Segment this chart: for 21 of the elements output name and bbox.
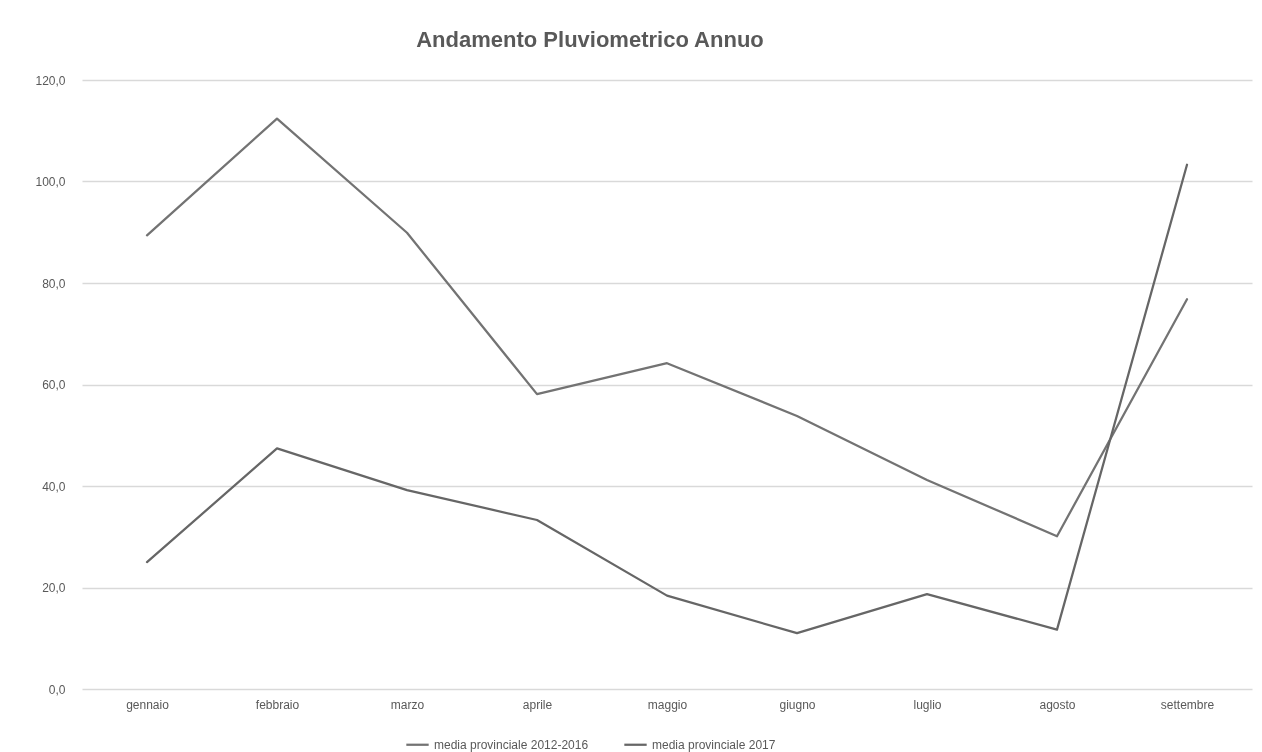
x-tick-label: agosto <box>1039 697 1076 712</box>
y-tick-label: 20,0 <box>42 581 66 595</box>
line-series <box>145 163 1189 635</box>
legend-label: media provinciale 2017 <box>652 737 776 752</box>
y-tick-label: 80,0 <box>42 276 66 291</box>
x-tick-label: giugno <box>779 697 816 712</box>
y-tick-label: 40,0 <box>42 479 66 494</box>
x-tick-label: settembre <box>1160 697 1215 712</box>
x-tick-label: maggio <box>647 697 688 712</box>
chart-title: Andamento Pluviometrico Annuo <box>416 27 764 52</box>
legend-label: media provinciale 2012-2016 <box>434 737 589 752</box>
y-tick-label: 100,0 <box>35 175 66 189</box>
x-tick-label: aprile <box>522 697 553 712</box>
y-tick-label: 120,0 <box>35 73 66 88</box>
x-tick-label: gennaio <box>126 697 170 712</box>
x-tick-label: marzo <box>390 697 425 712</box>
x-tick-label: luglio <box>913 697 942 712</box>
y-tick-label: 0,0 <box>48 682 66 697</box>
x-tick-label: febbraio <box>255 697 300 712</box>
y-tick-label: 60,0 <box>42 378 66 392</box>
line-series <box>145 117 1189 538</box>
